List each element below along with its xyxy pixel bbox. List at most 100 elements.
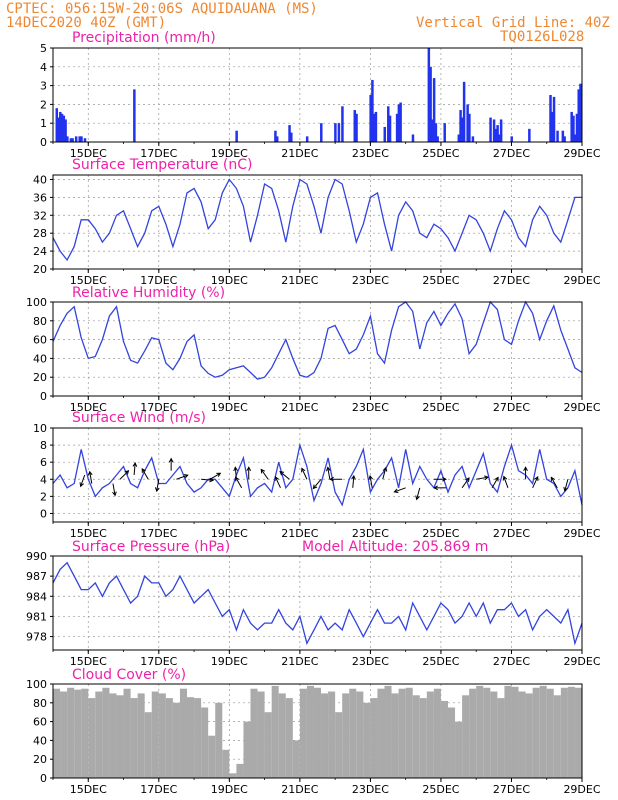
- wind-arrow-head: [534, 475, 539, 481]
- wind-arrow-head: [154, 487, 160, 493]
- pres-xtick-label: 19DEC: [211, 655, 248, 668]
- cloud-bar: [299, 688, 307, 778]
- cloud-title: Cloud Cover (%): [72, 667, 186, 683]
- rh-xtick-label: 27DEC: [493, 401, 530, 414]
- wind-arrow-head: [87, 470, 93, 476]
- precip-bar: [492, 119, 496, 142]
- precip-bar: [288, 125, 291, 142]
- rh-ytick-label: 80: [33, 315, 47, 328]
- wind-arrow-head: [442, 476, 447, 482]
- precip-bar: [55, 108, 59, 142]
- cloud-bar: [426, 691, 434, 778]
- precip-bar: [431, 119, 434, 142]
- cloud-xtick-label: 23DEC: [352, 783, 389, 796]
- rh-xtick-label: 21DEC: [281, 401, 318, 414]
- cloud-bar: [102, 687, 110, 778]
- wind-arrow-head: [274, 475, 279, 481]
- wind-arrow-head: [326, 466, 331, 472]
- rh-ytick-label: 40: [33, 352, 47, 365]
- precip-ytick-label: 1: [40, 117, 47, 130]
- rh-xtick-label: 15DEC: [70, 401, 107, 414]
- precip-bar: [397, 104, 401, 142]
- wind-arrow: [89, 471, 93, 484]
- cloud-bar: [321, 693, 329, 778]
- wind-ytick-label: 8: [40, 439, 47, 452]
- cloud-bar: [490, 691, 498, 778]
- cloud-bar: [264, 712, 272, 778]
- cloud-bar: [363, 702, 371, 778]
- cloud-bar: [257, 691, 265, 778]
- precip-ytick-label: 3: [40, 80, 47, 93]
- cloud-bar: [462, 695, 470, 778]
- wind-arrow: [312, 478, 322, 489]
- precip-bar: [443, 123, 446, 142]
- wind-arrow-head: [484, 475, 490, 481]
- precip-bar: [549, 95, 552, 142]
- cloud-bar: [377, 688, 385, 778]
- precip-bar: [551, 111, 554, 142]
- cloud-bar: [53, 688, 61, 778]
- precip-bar: [133, 89, 136, 142]
- precip-bar: [395, 113, 399, 142]
- wind-arrow-head: [183, 474, 189, 479]
- wind-arrow: [133, 463, 136, 476]
- precip-bar: [275, 136, 279, 142]
- pres-line: [52, 561, 583, 646]
- temp-xtick-label: 21DEC: [281, 274, 318, 287]
- precip-bar: [471, 136, 475, 142]
- cloud-bar: [130, 698, 138, 778]
- cloud-bar: [433, 688, 441, 778]
- precip-bar: [561, 130, 565, 142]
- pres-ytick-label: 987: [26, 570, 47, 583]
- precip-bar: [388, 115, 392, 142]
- cloud-bar: [60, 691, 68, 778]
- precip-bar: [399, 102, 402, 142]
- rh-line: [52, 300, 583, 380]
- wind-arrow-head: [216, 472, 222, 477]
- cloud-bar: [532, 687, 540, 778]
- rh-frame: [52, 301, 583, 397]
- wind-xtick-label: 29DEC: [563, 527, 600, 540]
- rh-xtick-label: 29DEC: [563, 401, 600, 414]
- cloud-bar: [511, 686, 519, 778]
- wind-arrow: [532, 476, 539, 489]
- cloud-bar: [229, 773, 237, 778]
- cloud-bar: [292, 740, 300, 778]
- cloud-bar: [504, 685, 512, 778]
- temp-xtick-label: 19DEC: [211, 274, 248, 287]
- header-date: 14DEC2020 40Z (GMT): [6, 15, 166, 31]
- cloud-bar: [553, 695, 561, 778]
- cloud-bar: [208, 735, 216, 778]
- wind-arrow-head: [112, 491, 117, 497]
- cloud-ytick-label: 100: [26, 678, 47, 691]
- precip-bar: [235, 130, 238, 142]
- cloud-bar: [412, 695, 420, 778]
- precip-ytick-label: 2: [40, 98, 47, 111]
- cloud-bar: [88, 698, 96, 778]
- temp-xtick-label: 15DEC: [70, 274, 107, 287]
- precip-bar: [290, 132, 293, 142]
- precip-bar: [436, 136, 439, 142]
- rh-ytick-label: 20: [33, 371, 47, 384]
- cloud-bar: [74, 689, 82, 778]
- precip-bar: [556, 130, 559, 142]
- cloud-bar: [285, 698, 293, 778]
- precip-bar: [305, 136, 309, 142]
- cloud-bar: [187, 697, 195, 778]
- precip-bar: [466, 104, 469, 142]
- rh-xtick-label: 25DEC: [422, 401, 459, 414]
- wind-ytick-label: 6: [40, 456, 47, 469]
- precip-bar: [579, 83, 582, 142]
- cloud-bar: [109, 693, 117, 778]
- precip-xtick-label: 17DEC: [140, 147, 177, 160]
- cloud-bar: [250, 688, 258, 778]
- cloud-bar: [546, 688, 554, 778]
- temp-ytick-label: 36: [33, 191, 47, 204]
- precip-xtick-label: 25DEC: [422, 147, 459, 160]
- precip-bar: [434, 123, 438, 142]
- temp-xtick-label: 29DEC: [563, 274, 600, 287]
- wind-arrow: [503, 476, 509, 488]
- cloud-bar: [335, 712, 343, 778]
- wind-arrow-head: [301, 467, 306, 473]
- wind-ytick-label: 2: [40, 490, 47, 503]
